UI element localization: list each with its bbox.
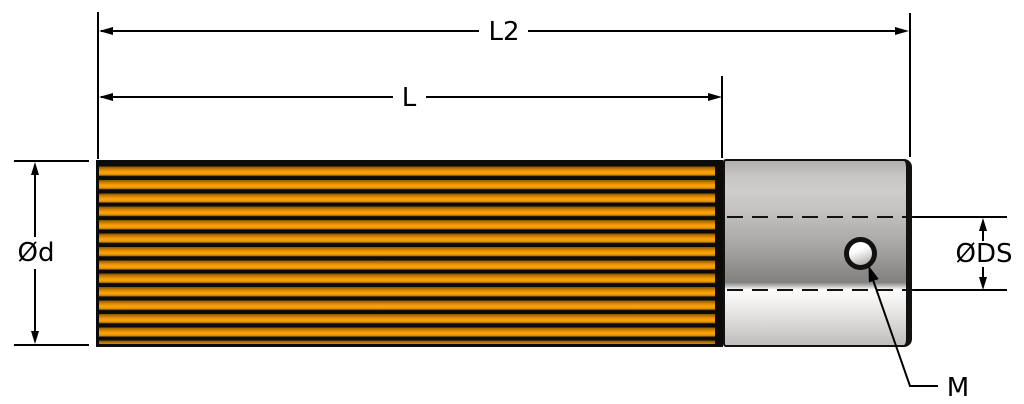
ds-arrowhead-down-icon — [978, 277, 987, 290]
bore-hidden-line-top — [727, 216, 917, 218]
bore-hidden-line-bottom — [727, 289, 917, 291]
d-dim-line-bottom — [34, 269, 36, 331]
toothed-section — [96, 160, 723, 347]
ds-extension-line-top — [914, 216, 1007, 218]
d-extension-tick-bottom — [14, 344, 89, 346]
d-arrowhead-down-icon — [30, 331, 39, 344]
l-dimension-label: L — [401, 83, 417, 113]
l-arrowhead-right-icon — [708, 92, 722, 101]
l2-arrowhead-right-icon — [895, 26, 909, 35]
ds-dimension-label: ØDS — [955, 239, 1013, 269]
l2-dimension-label: L2 — [488, 17, 520, 47]
m-hole-label: M — [946, 373, 970, 403]
l-dim-line-left — [101, 96, 393, 98]
extension-line-right — [909, 13, 911, 157]
l2-dim-line-right — [528, 30, 895, 32]
d-dim-line-top — [34, 175, 36, 237]
l2-dim-line-left — [101, 30, 479, 32]
l-dim-line-right — [426, 96, 708, 98]
extension-line-left — [97, 12, 99, 159]
d-arrowhead-up-icon — [30, 162, 39, 175]
extension-line-tooth-end — [721, 76, 723, 158]
ds-extension-line-bottom — [914, 289, 1007, 291]
ds-dim-line-top — [982, 231, 984, 241]
d-extension-tick-top — [14, 160, 89, 162]
ds-dim-line-bottom — [982, 267, 984, 277]
ds-arrowhead-up-icon — [978, 218, 987, 231]
d-dimension-label: Ød — [17, 238, 55, 268]
set-screw-hole — [844, 237, 877, 270]
shaft-section — [723, 159, 912, 347]
